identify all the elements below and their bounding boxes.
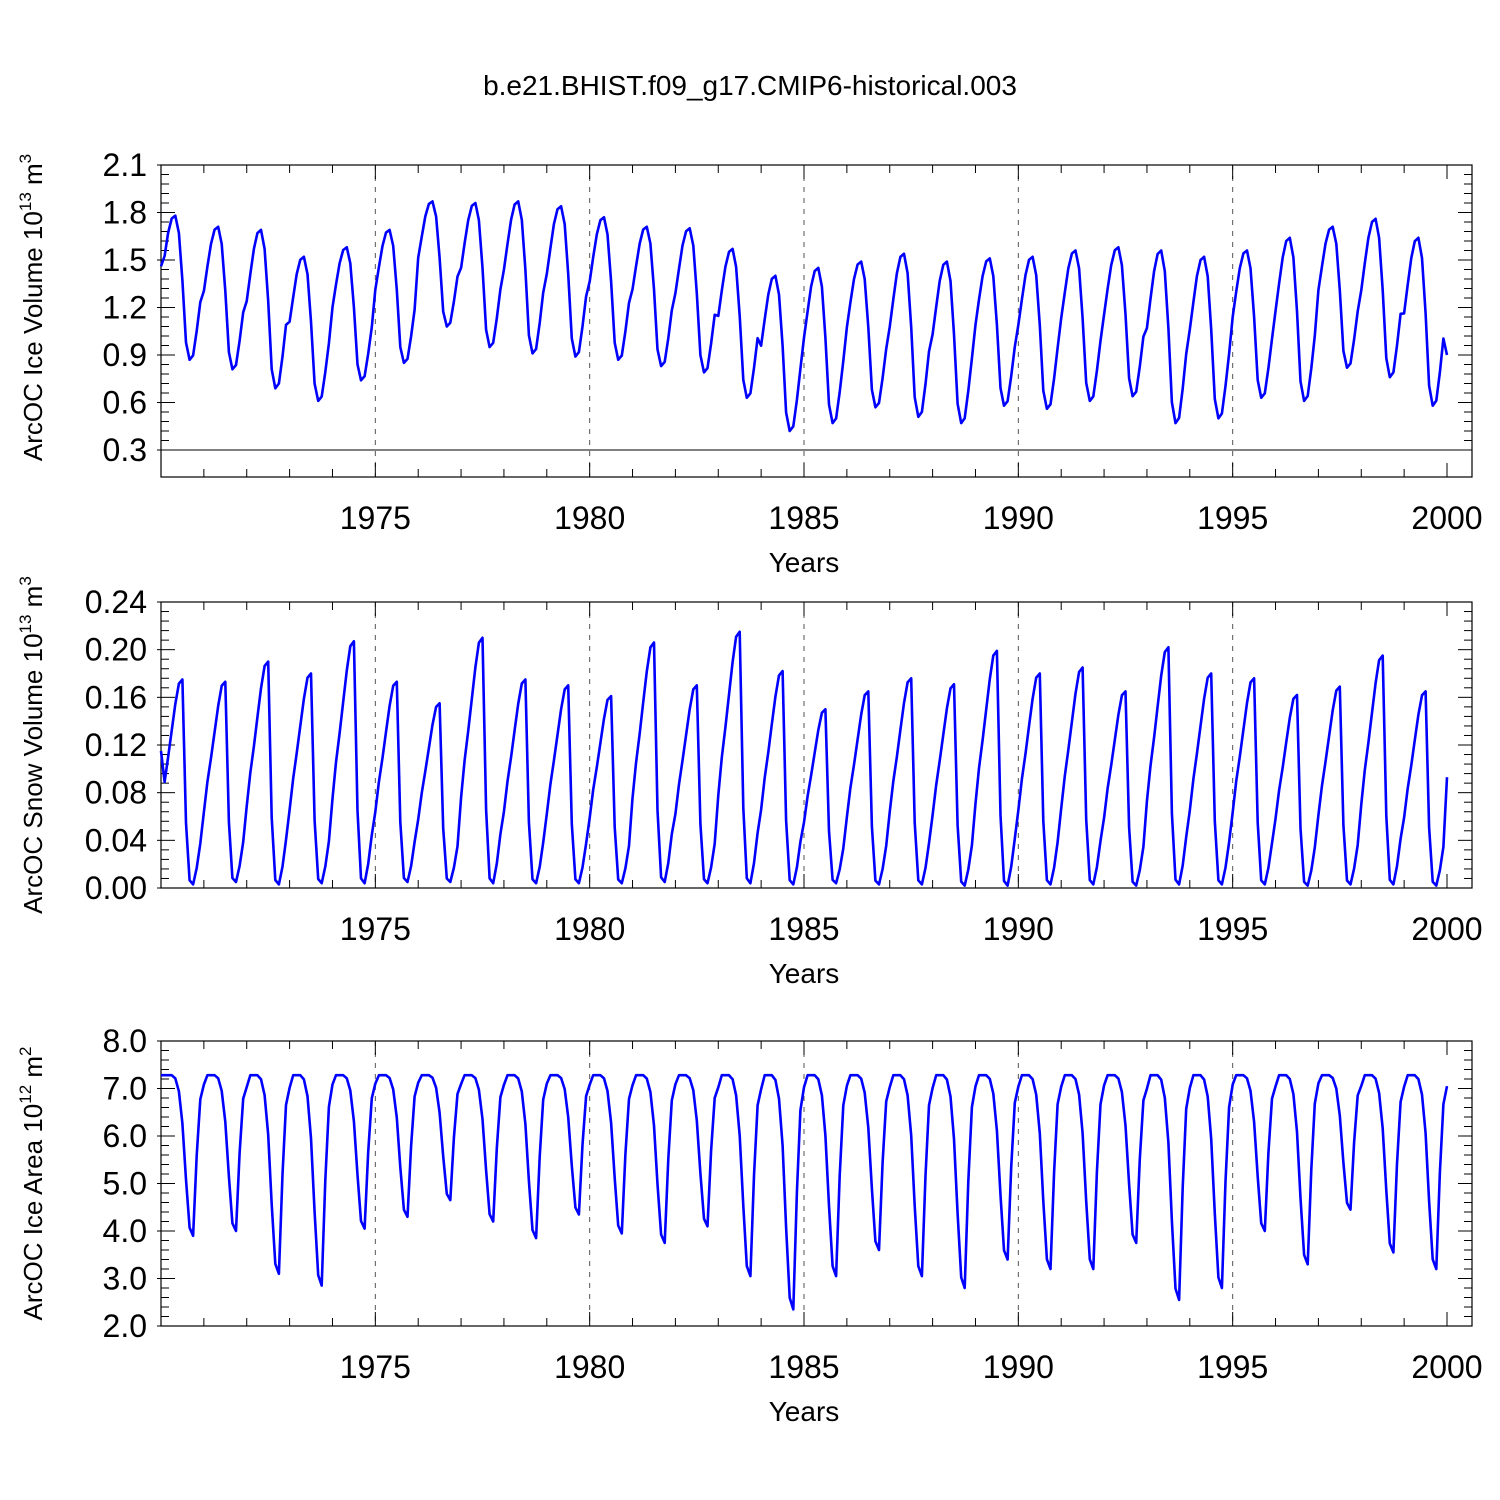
snow-volume-xtick-label: 1980 [554,911,625,947]
ice-volume-xtick-label: 2000 [1411,500,1482,536]
ice-volume-ytick-label: 0.6 [103,385,147,421]
snow-volume-ytick-label: 0.00 [85,870,147,906]
ice-volume-xtick-label: 1985 [768,500,839,536]
ice-area-ytick-label: 7.0 [103,1071,147,1107]
ice-area-xtick-label: 1985 [768,1349,839,1385]
snow-volume-ytick-label: 0.12 [85,727,147,763]
ice-area-ylabel: ArcOC Ice Area 1012 m2 [16,1046,48,1320]
ice-volume-panel: 0.3 0.6 0.9 1.2 1.5 1.8 2.1 1975 1980 1985 1990 199… [16,147,1483,578]
ice-area-xlabel: Years [769,1396,840,1427]
snow-volume-panel: 0.00 0.04 0.08 0.12 0.16 0.20 0.24 1975 1980 1985… [16,576,1483,989]
snow-volume-series-line [159,630,1449,887]
ice-volume-xtick-label: 1990 [983,500,1054,536]
snow-volume-ytick-label: 0.04 [85,822,147,858]
ice-volume-xtick-label: 1975 [340,500,411,536]
snow-volume-xlabel: Years [769,958,840,989]
snow-volume-xtick-label: 2000 [1411,911,1482,947]
ice-area-xtick-label: 1990 [983,1349,1054,1385]
chart-title: b.e21.BHIST.f09_g17.CMIP6-historical.003 [483,70,1017,101]
ice-area-xtick-label: 1995 [1197,1349,1268,1385]
ice-area-series-line [161,1073,1449,1311]
snow-volume-xtick-label: 1975 [340,911,411,947]
ice-volume-xlabel: Years [769,547,840,578]
ice-area-ytick-label: 4.0 [103,1213,147,1249]
ice-area-xtick-label: 2000 [1411,1349,1482,1385]
snow-volume-xtick-label: 1995 [1197,911,1268,947]
ice-area-ytick-label: 5.0 [103,1166,147,1202]
ice-volume-frame [160,164,1473,478]
ice-volume-ytick-label: 1.5 [103,242,147,278]
ice-area-xtick-label: 1980 [554,1349,625,1385]
ice-volume-xtick-label: 1995 [1197,500,1268,536]
ice-volume-ylabel: ArcOC Ice Volume 1013 m3 [16,154,48,461]
snow-volume-xtick-label: 1990 [983,911,1054,947]
ice-area-xtick-label: 1975 [340,1349,411,1385]
snow-volume-ylabel: ArcOC Snow Volume 1013 m3 [16,576,48,914]
ice-volume-ytick-label: 0.3 [103,432,147,468]
snow-volume-ytick-label: 0.16 [85,679,147,715]
ice-area-ytick-label: 6.0 [103,1118,147,1154]
snow-volume-ytick-label: 0.08 [85,775,147,811]
ice-area-panel: 2.0 3.0 4.0 5.0 6.0 7.0 8.0 1975 1980 1985 1990 199… [16,1023,1483,1427]
ice-volume-ytick-label: 1.2 [103,290,147,326]
ice-volume-ytick-label: 0.9 [103,337,147,373]
snow-volume-ytick-label: 0.24 [85,584,147,620]
ice-volume-ytick-label: 2.1 [103,147,147,183]
ice-area-ytick-label: 3.0 [103,1261,147,1297]
ice-area-ytick-label: 8.0 [103,1023,147,1059]
ice-area-ytick-label: 2.0 [103,1308,147,1344]
ice-volume-xtick-label: 1980 [554,500,625,536]
snow-volume-xtick-label: 1985 [768,911,839,947]
ice-volume-series-line [159,200,1449,433]
snow-volume-ytick-label: 0.20 [85,632,147,668]
ice-volume-ytick-label: 1.8 [103,195,147,231]
